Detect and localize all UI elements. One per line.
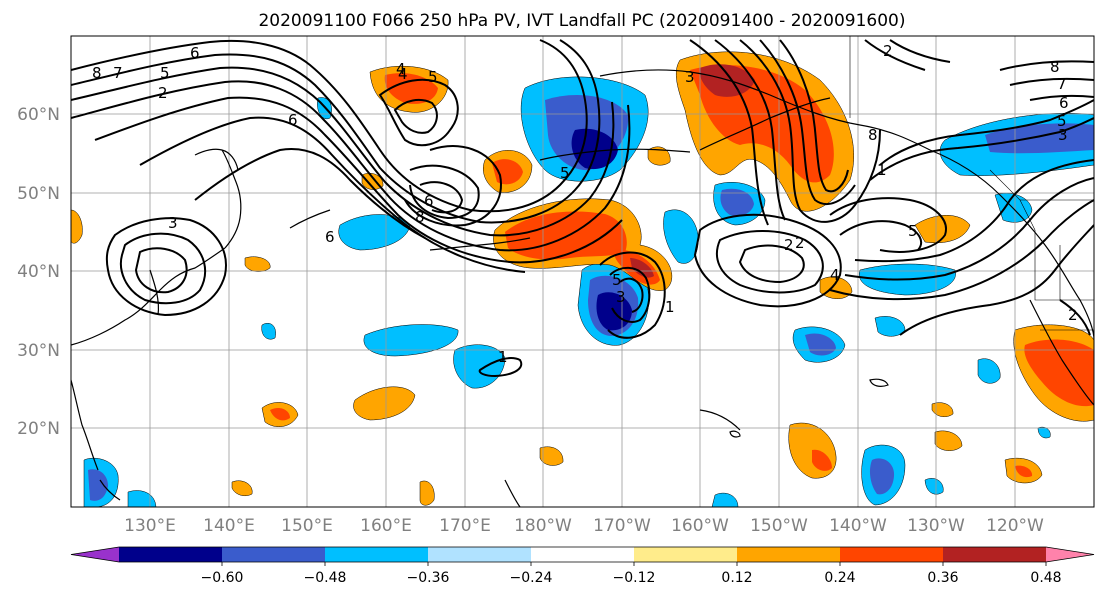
contour-label: 1 [877, 161, 887, 179]
colorbar-tick-label: −0.36 [407, 570, 450, 586]
contour-label: 5 [428, 68, 438, 86]
pv-shading [71, 51, 1094, 507]
map-title: 2020091100 F066 250 hPa PV, IVT Landfall… [258, 11, 905, 31]
contour-label: 6 [288, 111, 298, 129]
contour-label: 8 [92, 64, 102, 82]
contour-label: 7 [113, 64, 123, 82]
lat-label: 40°N [17, 262, 60, 282]
lon-label: 160°W [671, 516, 729, 536]
colorbar-swatch [325, 547, 429, 562]
contour-label: 3 [1058, 126, 1068, 144]
graticule [71, 36, 1094, 507]
colorbar-tick-label: 0.12 [721, 570, 752, 586]
longitude-labels: 130°E 140°E 150°E 160°E 170°E 180°W 170°… [124, 516, 1044, 536]
lon-label: 130°E [124, 516, 176, 536]
lon-label: 180°W [514, 516, 572, 536]
colorbar-swatch [428, 547, 532, 562]
contour-label: 2 [784, 236, 794, 254]
lon-label: 130°W [907, 516, 965, 536]
colorbar-tick-label: −0.60 [201, 570, 244, 586]
lon-label: 150°E [281, 516, 333, 536]
lon-label: 150°W [750, 516, 808, 536]
contour-label: 1 [665, 298, 675, 316]
contour-label: 8 [1050, 58, 1060, 76]
contour-label: 2 [1068, 306, 1078, 324]
contour-label: 5 [908, 222, 918, 240]
contour-label: 1 [498, 348, 508, 366]
colorbar-swatch [943, 547, 1047, 562]
lon-label: 140°E [203, 516, 255, 536]
contour-label: 4 [830, 266, 840, 284]
latitude-labels: 60°N 50°N 40°N 30°N 20°N [17, 105, 60, 439]
colorbar-swatch [840, 547, 944, 562]
political-borders [849, 36, 1094, 331]
colorbar-tick-label: 0.36 [927, 570, 958, 586]
contour-label: 5 [1057, 112, 1067, 130]
contour-label: 2 [795, 234, 805, 252]
contour-labels: 8 7 6 5 2 3 4 5 6 8 1 2 3 5 8 7 6 5 3 4 … [92, 42, 1078, 366]
contour-label: 2 [883, 42, 893, 60]
contour-label: 6 [190, 44, 200, 62]
map-frame [70, 35, 1095, 508]
contour-label: 3 [616, 288, 626, 306]
contour-label: 5 [160, 64, 170, 82]
contour-label: 6 [1059, 94, 1069, 112]
colorbar-swatch [737, 547, 841, 562]
lon-label: 170°E [439, 516, 491, 536]
lon-label: 170°W [593, 516, 651, 536]
contour-label: 6 [325, 228, 335, 246]
contour-label: 8 [415, 208, 425, 226]
lon-label: 140°W [829, 516, 887, 536]
colorbar: −0.60 −0.48 −0.36 −0.24 −0.12 0.12 0.24 0.36 0.4… [70, 546, 1095, 586]
lat-label: 50°N [17, 184, 60, 204]
contour-label: 4 [396, 60, 406, 78]
colorbar-swatch [634, 547, 738, 562]
colorbar-tick-label: −0.48 [304, 570, 347, 586]
colorbar-outline [70, 546, 1095, 563]
contour-label: 6 [424, 192, 434, 210]
colorbar-extend-high [1046, 547, 1094, 562]
lon-label: 120°W [986, 516, 1044, 536]
colorbar-swatch [119, 547, 223, 562]
contour-label: 5 [560, 164, 570, 182]
colorbar-swatch [222, 547, 326, 562]
colorbar-tick-label: 0.24 [824, 570, 855, 586]
lat-label: 20°N [17, 419, 60, 439]
contour-label: 8 [868, 126, 878, 144]
colorbar-tick-label: 0.48 [1030, 570, 1061, 586]
colorbar-extend-low [71, 547, 119, 562]
lon-label: 160°E [360, 516, 412, 536]
lat-label: 30°N [17, 341, 60, 361]
contour-label: 3 [685, 68, 695, 86]
colorbar-tick-label: −0.12 [613, 570, 656, 586]
contour-label: 7 [1057, 75, 1067, 93]
lat-label: 60°N [17, 105, 60, 125]
contour-label: 2 [158, 84, 168, 102]
contour-label: 5 [612, 271, 622, 289]
colorbar-swatch [531, 547, 635, 562]
contour-label: 4 [398, 65, 408, 83]
colorbar-tick-label: −0.24 [510, 570, 553, 586]
contour-label: 3 [168, 214, 178, 232]
contour-lines [71, 39, 1094, 378]
